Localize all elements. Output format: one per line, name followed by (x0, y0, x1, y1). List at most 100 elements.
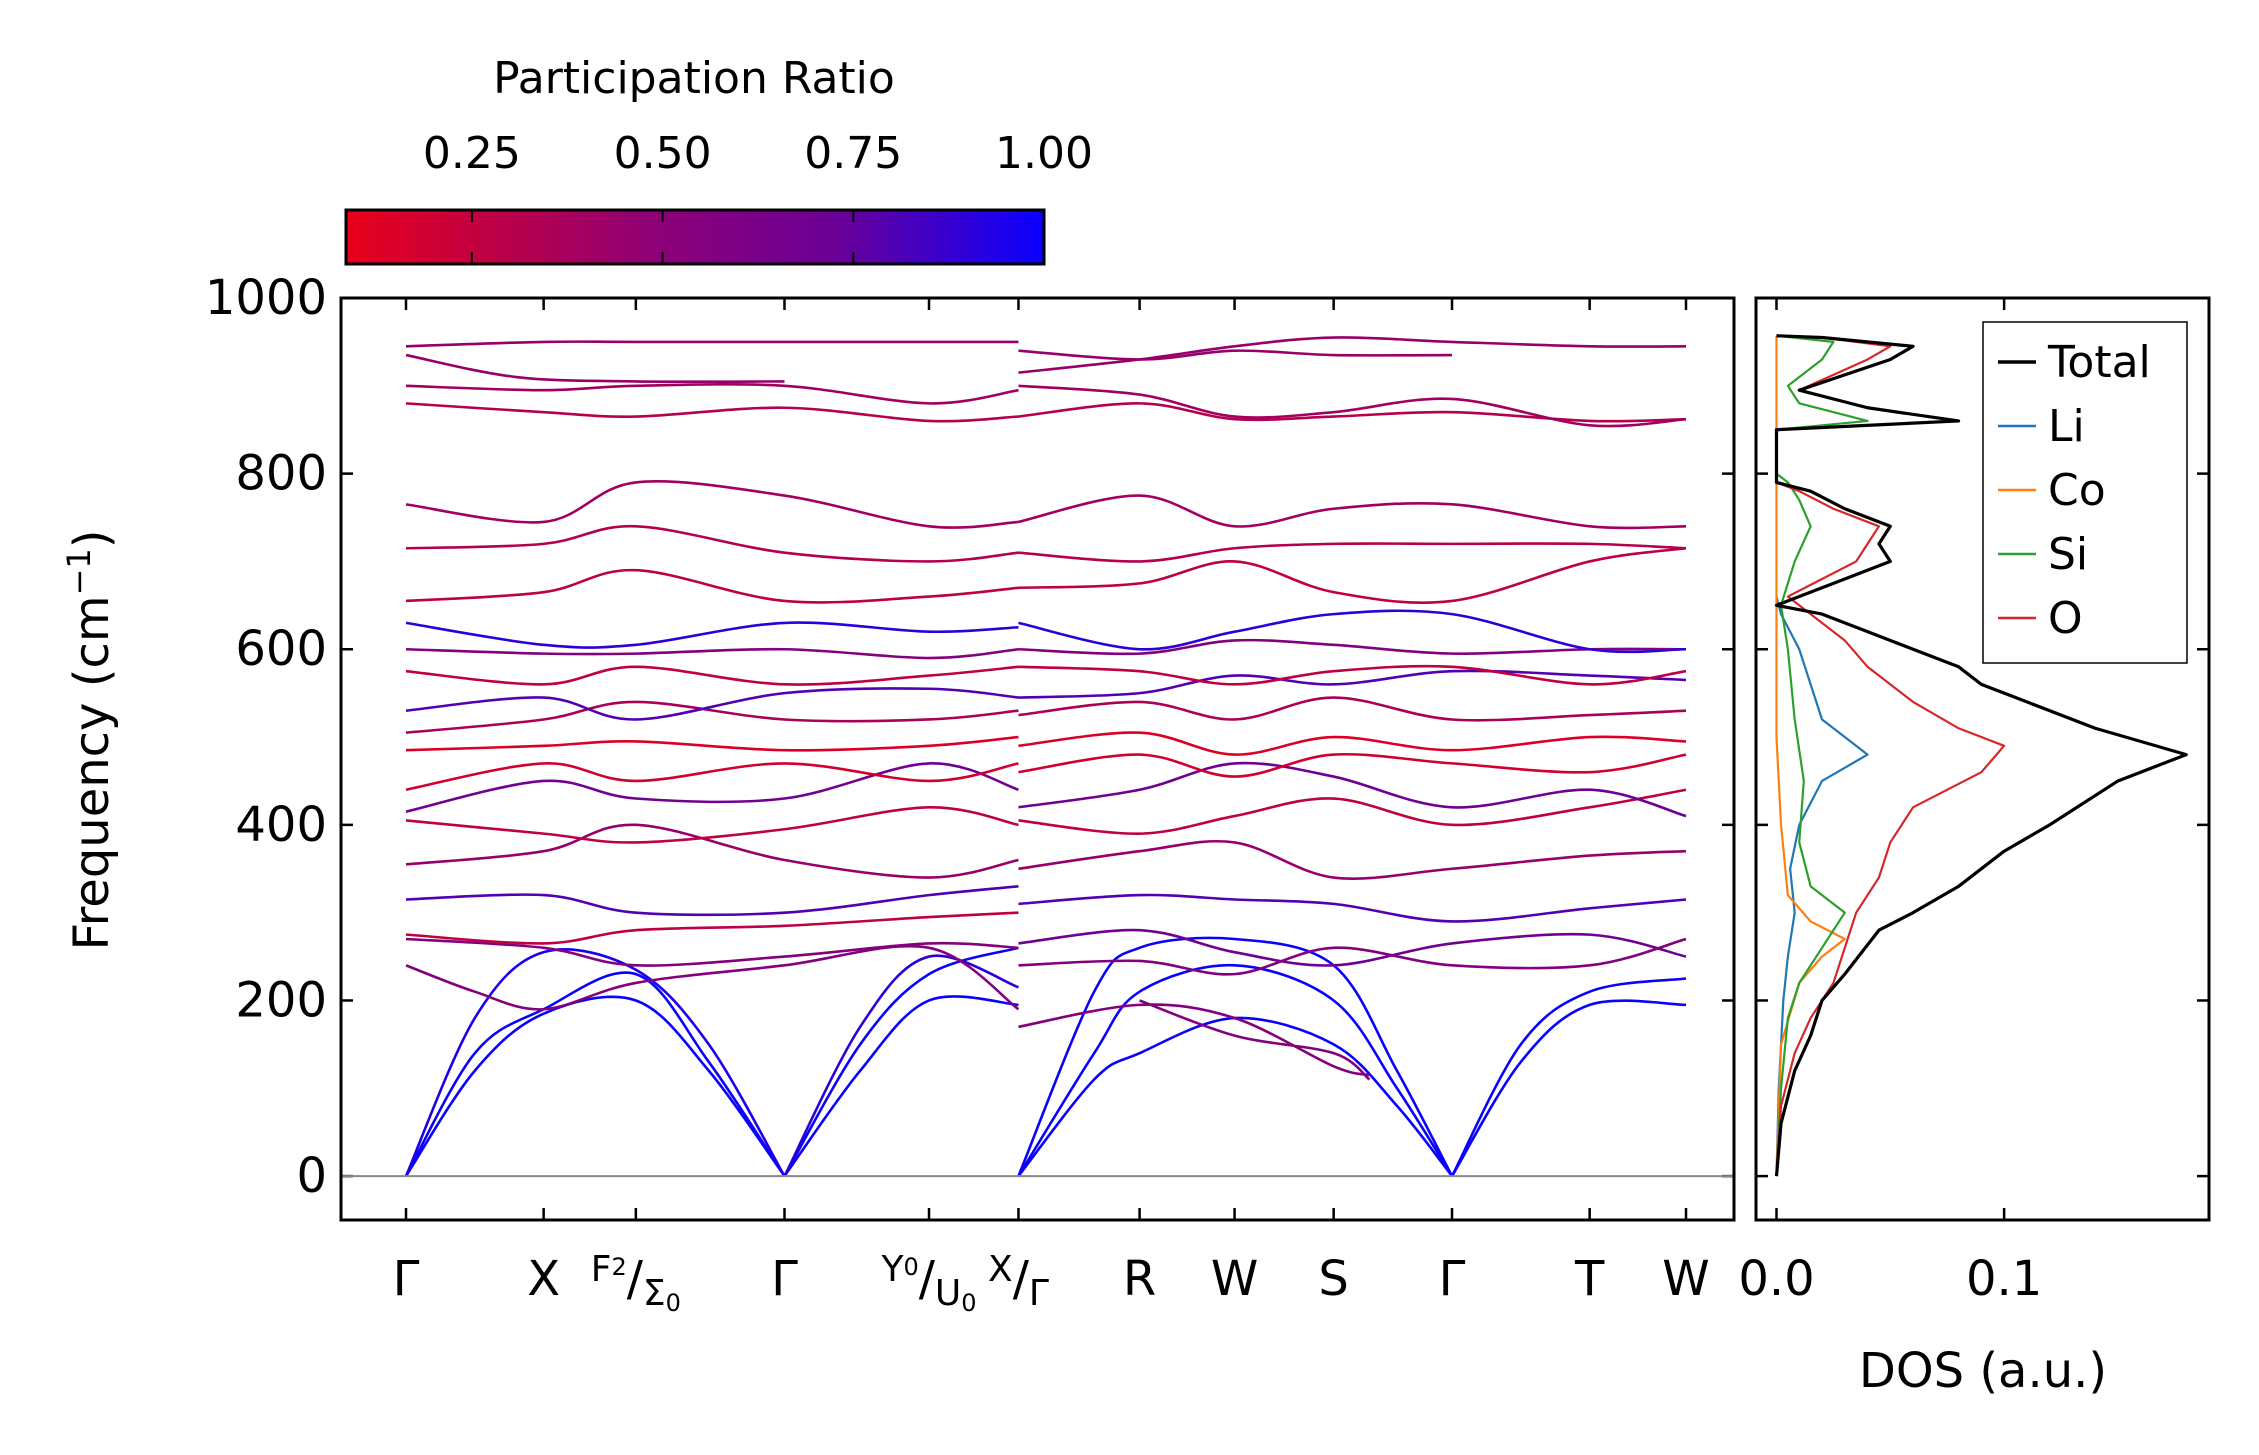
y-axis-label-main: Frequency (cm (64, 595, 120, 950)
phonon-branch (1017, 964, 1454, 1177)
k-label-first: F (591, 1249, 612, 1290)
phonon-branch (405, 885, 1019, 917)
phonon-branch (1018, 788, 1687, 835)
phonon-branch (405, 937, 1019, 967)
k-point-label: T (1574, 1251, 1605, 1307)
phonon-branch (404, 995, 786, 1177)
colorbar-tick-label: 0.25 (423, 128, 521, 179)
k-label-first: Y (880, 1249, 904, 1290)
phonon-branch (1018, 494, 1687, 530)
y-tick-label: 400 (235, 797, 327, 853)
legend-frame (1982, 321, 2188, 664)
phonon-branch (1139, 999, 1371, 1081)
dos-lines (1774, 334, 2188, 1177)
k-point-label: W (1662, 1251, 1709, 1307)
dos-series-co (1775, 335, 1846, 1177)
k-label-second: Σ (643, 1273, 666, 1314)
phonon-branch (405, 665, 1019, 686)
phonon-branch (1018, 669, 1687, 699)
k-label-first-sub: 2 (611, 1253, 626, 1281)
k-point-label: X (527, 1251, 560, 1307)
k-label-sep: / (919, 1251, 936, 1307)
k-point-label: Y0/U0 (880, 1249, 976, 1317)
band-x-axis: Γ X F2/Σ0 Γ Y0/U0X/Γ R W S Γ T W (393, 298, 1710, 1317)
phonon-branch (405, 383, 1019, 405)
phonon-branch (405, 735, 1019, 752)
band-y-axis: 0 200 400 600 800 1000 (205, 270, 1734, 1204)
phonon-branch (1018, 937, 1687, 976)
phonon-branch (1017, 1016, 1454, 1177)
dos-x-tick-label: 0.1 (1966, 1251, 2042, 1307)
k-point-label: Γ (393, 1251, 420, 1307)
phonon-branch (404, 948, 786, 1177)
legend-label: O (2048, 593, 2083, 644)
colorbar-ticks (470, 210, 1045, 264)
phonon-branch (1018, 928, 1687, 967)
phonon-branch (1018, 546, 1687, 604)
phonon-branch (1450, 977, 1687, 1177)
phonon-branch (1018, 696, 1687, 722)
y-tick-label: 800 (235, 446, 327, 502)
dos-series-o (1775, 334, 2006, 1177)
k-point-label: Γ (771, 1251, 798, 1307)
colorbar-tick-labels: 0.25 0.50 0.75 1.00 (423, 128, 1093, 179)
legend-label: Li (2048, 401, 2085, 452)
phonon-branch (783, 995, 1019, 1177)
k-label-second-sub: 0 (961, 1289, 976, 1317)
phonon-branch (1018, 1003, 1370, 1077)
phonon-branch (1018, 542, 1687, 563)
k-point-label: X/Γ (988, 1249, 1049, 1314)
phonon-branch (404, 971, 786, 1177)
phonon-branch (1450, 999, 1687, 1177)
y-axis-label: Frequency (cm−1) (60, 529, 120, 950)
phonon-branch (405, 353, 785, 384)
phonon-branch (405, 480, 1019, 529)
k-point-label: Γ (1439, 1251, 1466, 1307)
k-label-second: U (935, 1273, 961, 1314)
k-point-label: R (1123, 1251, 1156, 1307)
phonon-branch (1018, 731, 1687, 756)
phonon-branch (1018, 402, 1687, 423)
legend-label: Si (2048, 529, 2088, 580)
y-axis-label-close: ) (64, 529, 120, 548)
phonon-branch (1018, 839, 1687, 880)
phonon-branch (405, 762, 1019, 792)
y-axis-label-sup: −1 (60, 548, 98, 595)
phonon-branch (1017, 936, 1454, 1177)
phonon-branch (405, 647, 1019, 660)
phonon-branch (405, 568, 1019, 604)
dos-series-si (1775, 334, 1869, 1177)
colorbar-gradient (344, 208, 1046, 266)
phonon-branch (405, 687, 1019, 721)
phonon-branch (405, 805, 1019, 844)
k-label-sep: / (627, 1251, 644, 1307)
phonon-branch (405, 700, 1019, 734)
phonon-branch (405, 944, 1020, 1011)
phonon-branch (405, 621, 1019, 649)
phonon-branch (783, 946, 1019, 1177)
k-point-label: F2/Σ0 (591, 1249, 681, 1317)
legend-label: Co (2048, 465, 2106, 516)
phonon-branch (1018, 664, 1687, 686)
k-label-first-sub: 0 (903, 1253, 918, 1281)
k-point-label: S (1318, 1251, 1348, 1307)
phonon-branch (405, 762, 1019, 813)
k-label-sep: / (1013, 1251, 1030, 1307)
dos-series-total (1774, 334, 2188, 1177)
colorbar-tick-label: 0.75 (804, 128, 902, 179)
phonon-branch (405, 402, 1019, 423)
colorbar-tick-label: 0.50 (614, 128, 712, 179)
phonon-branch (1018, 609, 1687, 654)
dos-x-tick-label: 0.0 (1738, 1251, 1814, 1307)
colorbar-tick-label: 1.00 (995, 128, 1093, 179)
k-label-first: X (988, 1249, 1013, 1290)
dos-x-axis-label: DOS (a.u.) (1859, 1343, 2107, 1399)
y-tick-label: 0 (296, 1148, 327, 1204)
dos-x-axis: 0.0 0.1 (1738, 298, 2042, 1307)
phonon-branch (405, 525, 1019, 563)
dos-series-li (1775, 596, 1869, 1177)
legend-entries: Total Li Co Si O (1998, 337, 2151, 644)
phonon-branch (1018, 349, 1453, 361)
